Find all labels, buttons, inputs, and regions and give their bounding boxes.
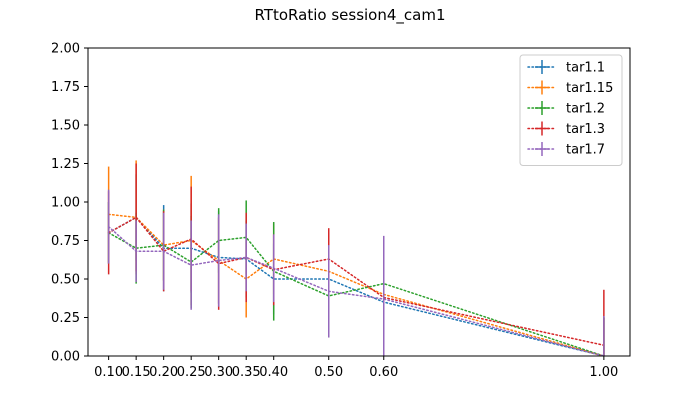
legend: tar1.1 tar1.15 tar1.2 tar1.3 tar1.7 bbox=[519, 54, 623, 166]
legend-label: tar1.1 bbox=[566, 61, 605, 76]
legend-item-tar1.3: tar1.3 bbox=[527, 121, 605, 137]
legend-item-tar1.15: tar1.15 bbox=[527, 80, 613, 96]
y-tick-label: 0.00 bbox=[51, 350, 80, 365]
legend-label: tar1.2 bbox=[566, 102, 605, 117]
series-tar1.1 bbox=[107, 174, 605, 356]
legend-item-tar1.1: tar1.1 bbox=[527, 60, 605, 76]
legend-item-tar1.7: tar1.7 bbox=[527, 142, 605, 158]
series-line-tar1.1 bbox=[107, 216, 605, 356]
legend-label: tar1.3 bbox=[566, 122, 605, 137]
legend-label: tar1.7 bbox=[566, 143, 605, 158]
x-tick-label: 0.15 bbox=[122, 365, 151, 380]
legend-box bbox=[519, 54, 623, 166]
y-tick-label: 0.75 bbox=[51, 234, 80, 249]
x-tick-label: 0.60 bbox=[369, 365, 398, 380]
x-tick-label: 0.25 bbox=[177, 365, 206, 380]
series-line-tar1.7 bbox=[107, 225, 605, 356]
chart-title: RTtoRatio session4_cam1 bbox=[255, 6, 446, 25]
x-tick-label: 0.50 bbox=[314, 365, 343, 380]
x-tick-label: 1.00 bbox=[589, 365, 618, 380]
y-tick-label: 2.00 bbox=[51, 42, 80, 57]
y-tick-label: 1.00 bbox=[51, 196, 80, 211]
legend-label: tar1.15 bbox=[566, 81, 613, 96]
series-line-tar1.2 bbox=[107, 232, 605, 356]
x-tick-label: 0.10 bbox=[94, 365, 123, 380]
y-tick-label: 0.50 bbox=[51, 273, 80, 288]
series-line-tar1.3 bbox=[107, 216, 605, 346]
x-tick-label: 0.35 bbox=[232, 365, 261, 380]
y-tick-label: 1.75 bbox=[51, 80, 80, 95]
series-tar1.7 bbox=[107, 189, 605, 356]
x-tick-label: 0.20 bbox=[149, 365, 178, 380]
series-line-tar1.15 bbox=[107, 213, 605, 356]
x-tick-label: 0.40 bbox=[259, 365, 288, 380]
legend-item-tar1.2: tar1.2 bbox=[527, 101, 605, 117]
y-tick-label: 1.25 bbox=[51, 157, 80, 172]
x-tick-label: 0.30 bbox=[204, 365, 233, 380]
y-tick-label: 1.50 bbox=[51, 119, 80, 134]
y-tick-label: 0.25 bbox=[51, 311, 80, 326]
plot-area bbox=[107, 160, 605, 356]
axes: 0.100.150.200.250.300.350.40 0.50 0.60 1.00… bbox=[51, 42, 631, 380]
